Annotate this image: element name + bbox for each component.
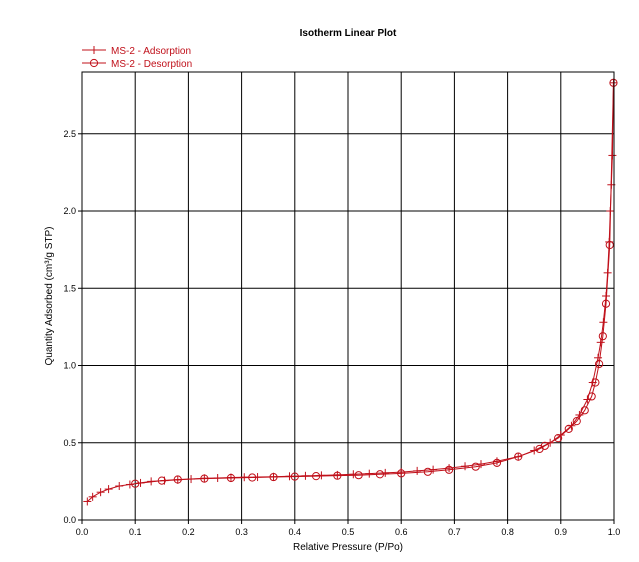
desorption-point	[333, 471, 342, 480]
series-adsorption	[83, 78, 618, 506]
series-layer	[83, 78, 618, 506]
desorption-point	[354, 471, 363, 480]
x-tick-label: 1.0	[608, 527, 621, 537]
x-tick-label: 0.9	[555, 527, 568, 537]
desorption-point	[564, 424, 573, 433]
x-axis-label: Relative Pressure (P/Po)	[293, 542, 403, 553]
desorption-point	[580, 406, 589, 415]
desorption-point	[248, 473, 257, 482]
series-line	[86, 82, 614, 502]
x-axis: 0.0 0.1 0.2 0.3 0.4 0.5 0.6 0.7 0.8 0.9 1.0	[76, 520, 621, 537]
legend-item: MS-2 - Desorption	[82, 58, 192, 70]
desorption-point	[269, 472, 278, 482]
desorption-point	[375, 470, 385, 479]
adsorption-point	[88, 492, 97, 501]
x-tick-label: 0.1	[129, 527, 142, 537]
y-tick-label: 0.5	[63, 438, 76, 448]
adsorption-point	[596, 338, 605, 347]
adsorption-point	[381, 468, 390, 477]
y-tick-label: 1.0	[63, 361, 76, 371]
adsorption-point	[317, 471, 326, 480]
y-tick-label: 0.0	[63, 515, 76, 525]
adsorption-point	[492, 457, 501, 466]
legend-label: MS-2 - Adsorption	[111, 46, 191, 57]
desorption-point	[226, 473, 236, 483]
adsorption-point	[83, 497, 92, 506]
desorption-point	[131, 479, 140, 488]
adsorption-point	[413, 466, 422, 475]
desorption-point	[290, 472, 299, 481]
desorption-point	[595, 359, 604, 369]
desorption-point	[397, 469, 406, 478]
desorption-point	[423, 467, 432, 476]
adsorption-point	[365, 469, 374, 478]
adsorption-point	[96, 488, 105, 497]
desorption-point	[601, 299, 611, 308]
legend-marker	[89, 58, 99, 68]
desorption-point	[572, 417, 581, 426]
legend-label: MS-2 - Desorption	[111, 59, 192, 70]
x-tick-label: 0.8	[501, 527, 514, 537]
desorption-point	[471, 462, 480, 471]
legend: MS-2 - Adsorption MS-2 - Desorption	[82, 46, 192, 70]
y-tick-label: 2.0	[63, 206, 76, 216]
series-desorption	[131, 78, 618, 488]
adsorption-point	[115, 482, 124, 491]
desorption-point	[535, 444, 544, 454]
legend-item: MS-2 - Adsorption	[82, 46, 191, 57]
adsorption-point	[349, 470, 358, 479]
y-axis: 0.0 0.5 1.0 1.5 2.0 2.5	[63, 129, 82, 525]
x-tick-label: 0.6	[395, 527, 408, 537]
x-tick-label: 0.3	[235, 527, 248, 537]
adsorption-point	[599, 318, 608, 327]
x-tick-label: 0.0	[76, 527, 89, 537]
desorption-point	[492, 458, 502, 467]
adsorption-point	[125, 480, 134, 489]
y-axis-label: Quantity Adsorbed (cm³/g STP)	[44, 227, 55, 366]
desorption-point	[605, 240, 614, 250]
desorption-point	[591, 378, 600, 387]
desorption-point	[173, 475, 182, 484]
y-tick-label: 2.5	[63, 129, 76, 139]
desorption-point	[200, 474, 209, 483]
legend-marker	[90, 46, 98, 54]
desorption-point	[609, 78, 618, 87]
desorption-point	[514, 452, 523, 461]
series-line	[135, 82, 614, 485]
desorption-point	[554, 434, 563, 443]
desorption-point	[444, 465, 454, 474]
x-tick-label: 0.4	[289, 527, 302, 537]
adsorption-point	[104, 485, 113, 494]
desorption-point	[587, 392, 596, 401]
x-tick-label: 0.2	[182, 527, 195, 537]
desorption-point	[157, 476, 166, 485]
x-tick-label: 0.5	[342, 527, 355, 537]
adsorption-point	[445, 464, 454, 473]
chart-title: Isotherm Linear Plot	[300, 28, 397, 39]
y-tick-label: 1.5	[63, 283, 76, 293]
adsorption-point	[461, 462, 470, 471]
desorption-point	[311, 472, 321, 481]
x-tick-label: 0.7	[448, 527, 461, 537]
grid-lines	[82, 72, 614, 520]
desorption-point	[598, 332, 607, 341]
adsorption-point	[608, 151, 617, 160]
